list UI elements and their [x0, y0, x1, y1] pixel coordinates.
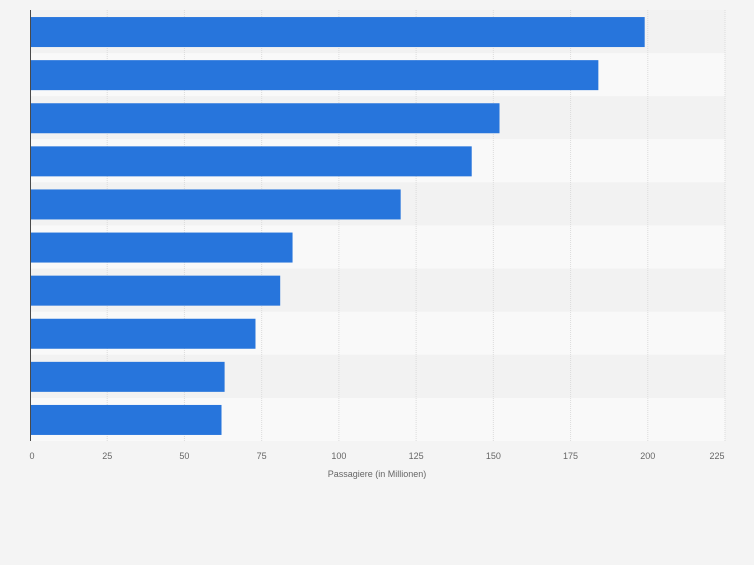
bar: [30, 17, 645, 48]
bar: [30, 189, 401, 220]
x-tick-label: 150: [486, 451, 501, 461]
x-tick-label: 200: [640, 451, 655, 461]
x-tick-label: 50: [179, 451, 189, 461]
bar: [30, 318, 256, 349]
x-tick-label: 100: [331, 451, 346, 461]
x-tick-label: 0: [29, 451, 34, 461]
x-tick-label: 25: [102, 451, 112, 461]
x-tick-label: 225: [709, 451, 724, 461]
bar: [30, 361, 225, 392]
x-tick-label: 125: [409, 451, 424, 461]
bar: [30, 103, 500, 134]
bar: [30, 60, 599, 91]
bar: [30, 146, 472, 177]
bars: [30, 17, 645, 435]
x-tick-labels: 0 25 50 75 100 125 150 175 200 225: [29, 451, 724, 461]
bar: [30, 275, 281, 306]
bar: [30, 404, 222, 435]
bar: [30, 232, 293, 263]
x-tick-label: 175: [563, 451, 578, 461]
x-tick-label: 75: [257, 451, 267, 461]
x-axis-label: Passagiere (in Millionen): [328, 469, 427, 479]
